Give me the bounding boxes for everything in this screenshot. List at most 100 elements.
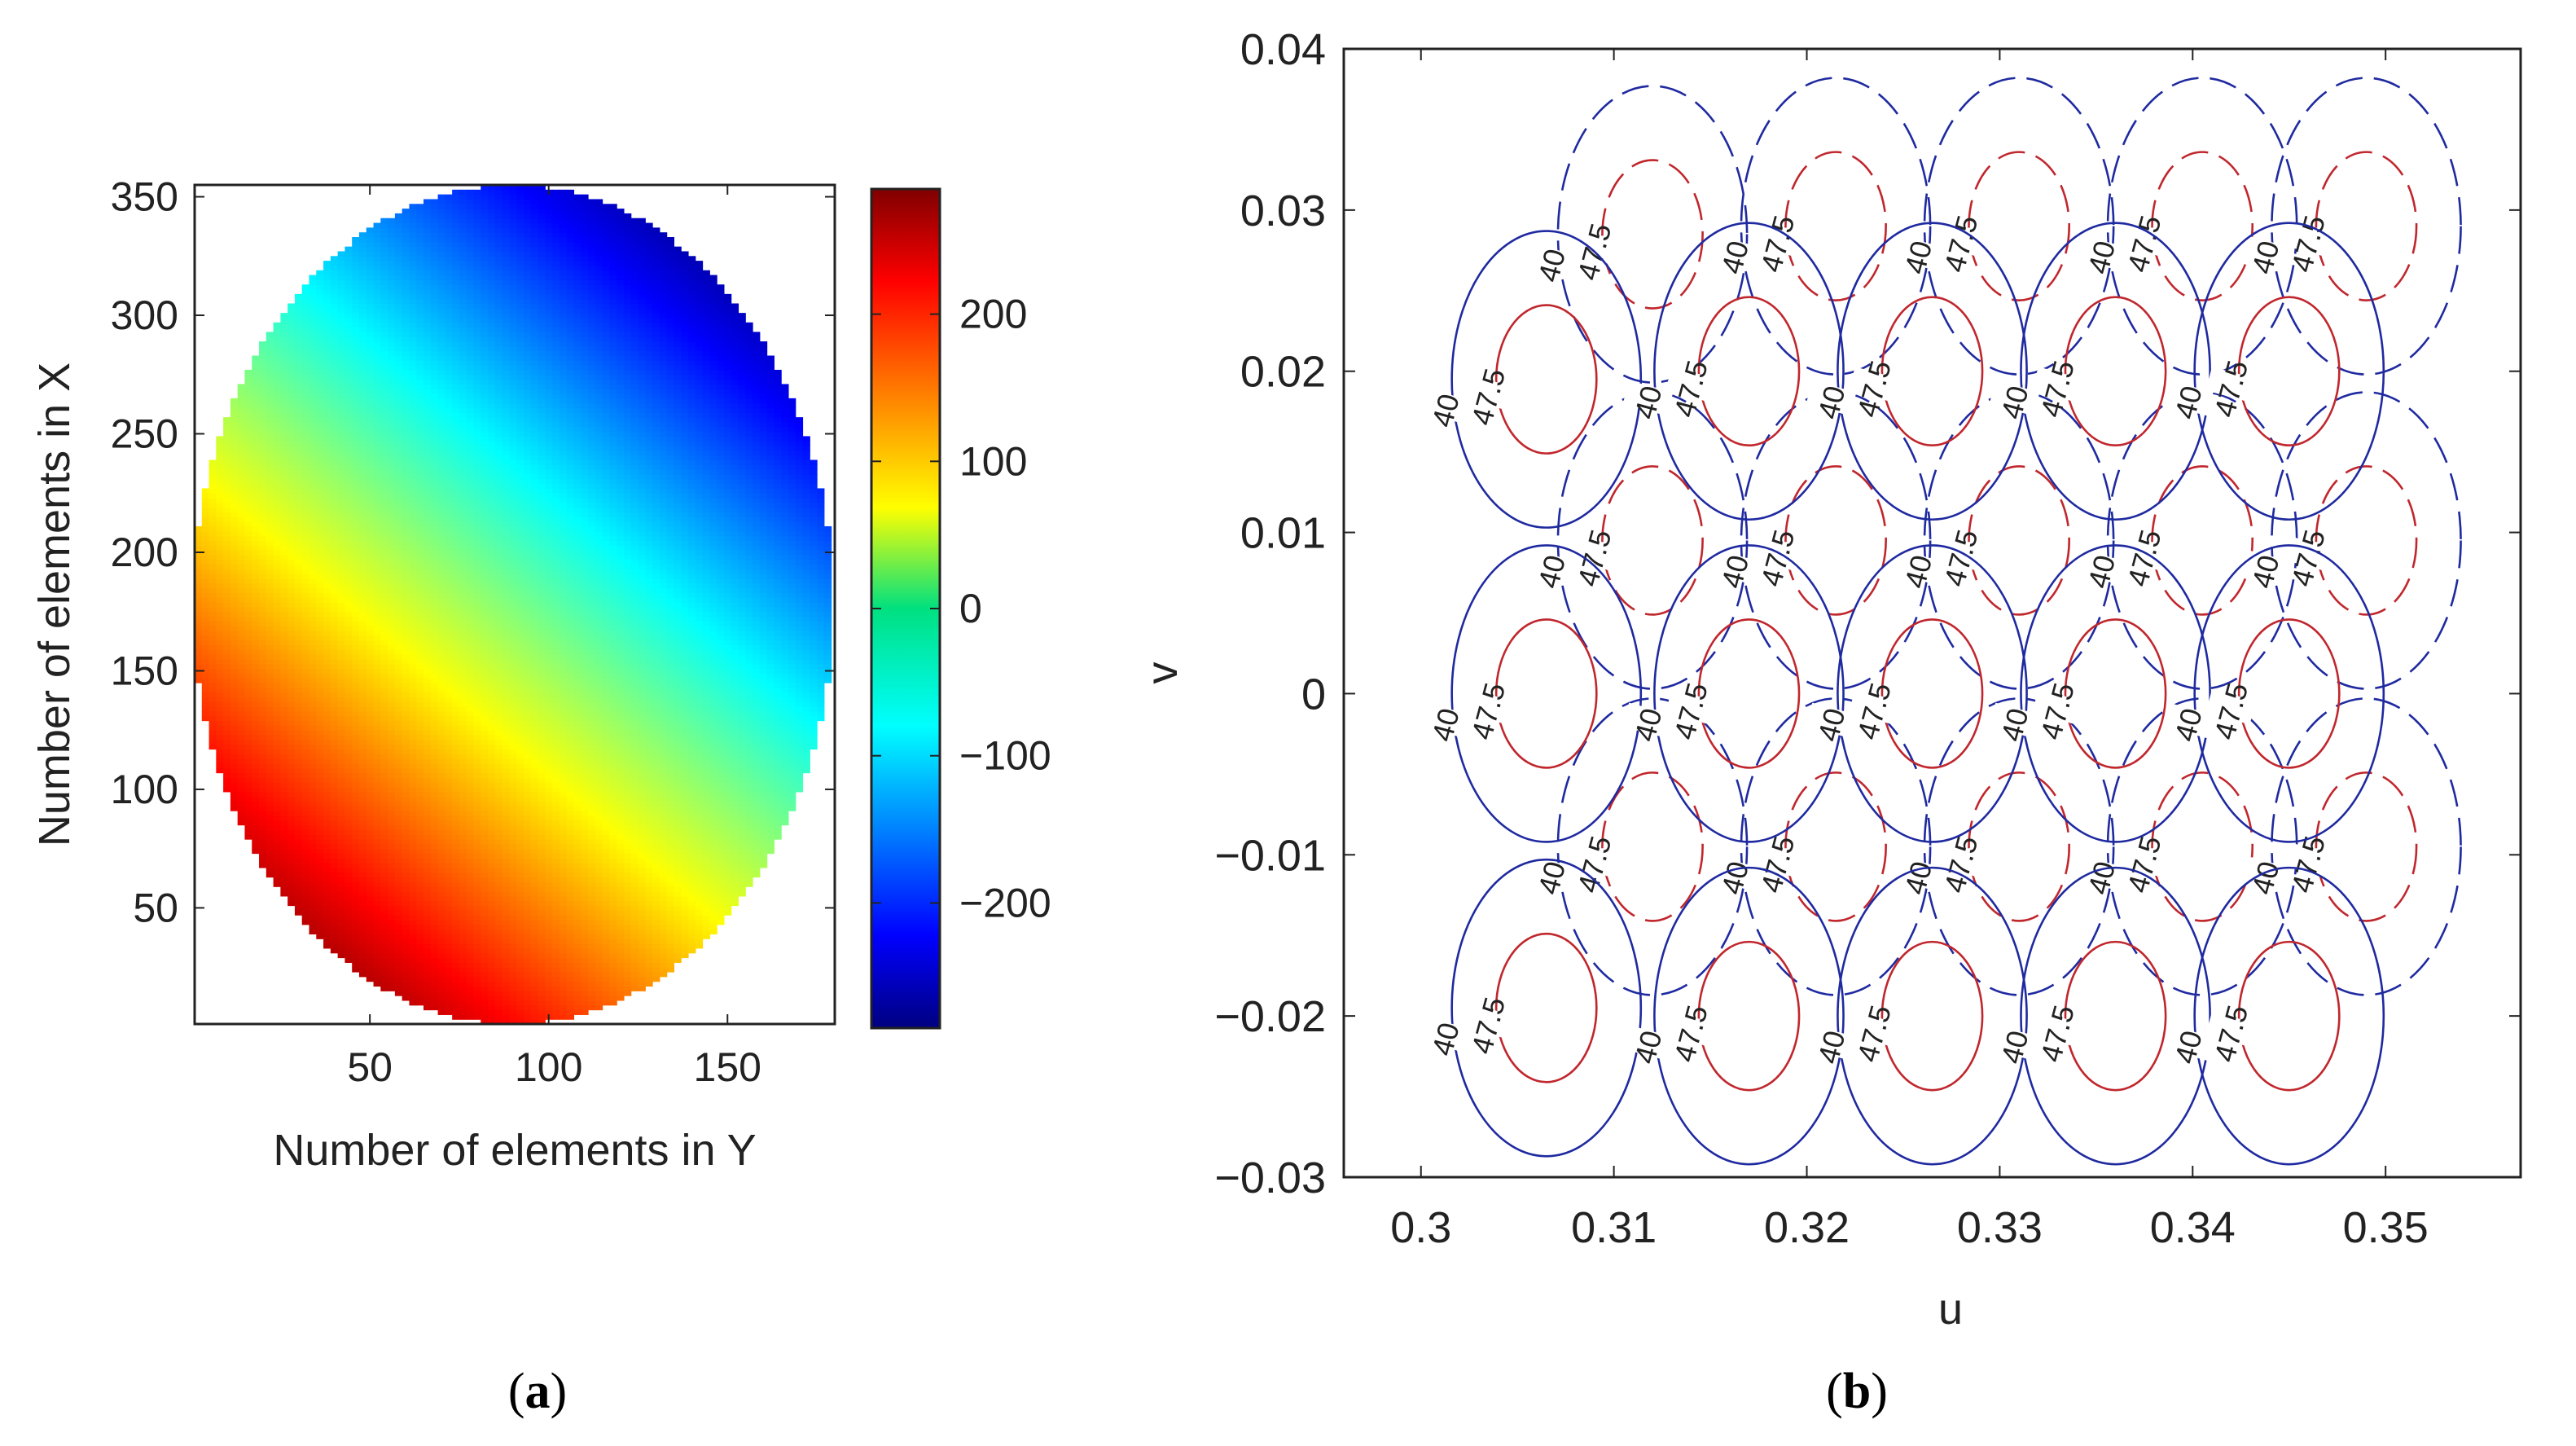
heatmap-cell bbox=[652, 829, 660, 835]
heatmap-cell bbox=[358, 895, 367, 902]
heatmap-cell bbox=[731, 744, 739, 750]
heatmap-cell bbox=[566, 919, 575, 925]
heatmap-cell bbox=[695, 900, 704, 907]
heatmap-cell bbox=[394, 692, 403, 698]
heatmap-cell bbox=[645, 938, 653, 944]
heatmap-cell bbox=[523, 720, 532, 726]
heatmap-cell bbox=[237, 706, 246, 712]
heatmap-cell bbox=[265, 744, 274, 750]
heatmap-cell bbox=[516, 1014, 524, 1020]
heatmap-cell bbox=[766, 710, 775, 717]
heatmap-cell bbox=[666, 758, 675, 764]
heatmap-cell bbox=[473, 697, 481, 702]
heatmap-cell bbox=[358, 763, 367, 769]
heatmap-cell bbox=[717, 749, 725, 754]
heatmap-cell bbox=[595, 853, 603, 859]
heatmap-cell bbox=[738, 863, 746, 868]
heatmap-cell bbox=[445, 715, 453, 722]
heatmap-cell bbox=[630, 839, 639, 845]
heatmap-cell bbox=[745, 815, 753, 821]
heatmap-cell bbox=[259, 853, 267, 859]
heatmap-cell bbox=[602, 934, 610, 939]
heatmap-cell bbox=[394, 829, 403, 835]
heatmap-cell bbox=[402, 881, 410, 887]
heatmap-cell bbox=[237, 710, 246, 717]
heatmap-cell bbox=[681, 692, 689, 698]
heatmap-cell bbox=[630, 877, 639, 883]
heatmap-cell bbox=[659, 820, 668, 826]
heatmap-cell bbox=[459, 725, 467, 731]
heatmap-cell bbox=[388, 924, 396, 930]
heatmap-cell bbox=[609, 947, 617, 954]
heatmap-cell bbox=[287, 801, 296, 807]
heatmap-cell bbox=[674, 834, 682, 840]
heatmap-cell bbox=[344, 811, 353, 816]
heatmap-cell bbox=[373, 843, 381, 850]
heatmap-cell bbox=[666, 678, 675, 683]
heatmap-cell bbox=[323, 915, 331, 921]
heatmap-cell bbox=[244, 735, 252, 741]
heatmap-cell bbox=[674, 720, 682, 726]
heatmap-cell bbox=[445, 981, 453, 987]
heatmap-cell bbox=[523, 848, 532, 855]
heatmap-cell bbox=[309, 678, 317, 683]
heatmap-cell bbox=[330, 801, 339, 807]
heatmap-cell bbox=[617, 938, 625, 944]
heatmap-cell bbox=[573, 981, 581, 987]
heatmap-cell bbox=[230, 710, 239, 717]
heatmap-cell bbox=[502, 881, 511, 887]
heatmap-cell bbox=[766, 725, 775, 731]
heatmap-cell bbox=[323, 867, 331, 873]
heatmap-cell bbox=[573, 867, 581, 873]
heatmap-cell bbox=[795, 758, 804, 764]
heatmap-cell bbox=[595, 843, 603, 850]
heatmap-cell bbox=[388, 754, 396, 759]
heatmap-cell bbox=[416, 839, 424, 845]
heatmap-cell bbox=[473, 863, 481, 868]
heatmap-cell bbox=[230, 725, 239, 731]
heatmap-cell bbox=[723, 886, 732, 892]
heatmap-cell bbox=[645, 924, 653, 930]
heatmap-cell bbox=[466, 701, 475, 707]
heatmap-cell bbox=[795, 683, 804, 688]
heatmap-cell bbox=[423, 820, 432, 826]
heatmap-cell bbox=[208, 706, 217, 712]
heatmap-cell bbox=[488, 715, 496, 722]
heatmap-cell bbox=[595, 881, 603, 887]
heatmap-cell bbox=[687, 735, 696, 741]
heatmap-cell bbox=[259, 715, 267, 722]
heatmap-cell bbox=[509, 791, 517, 798]
heatmap-cell bbox=[681, 820, 689, 826]
heatmap-cell bbox=[738, 763, 746, 769]
heatmap-cell bbox=[244, 772, 252, 779]
heatmap-cell bbox=[687, 730, 696, 736]
heatmap-cell bbox=[380, 749, 388, 754]
heatmap-cell bbox=[766, 843, 775, 850]
heatmap-cell bbox=[309, 763, 317, 769]
heatmap-cell bbox=[516, 853, 524, 859]
heatmap-cell bbox=[630, 952, 639, 959]
heatmap-cell bbox=[280, 796, 288, 802]
heatmap-cell bbox=[766, 811, 775, 816]
heatmap-cell bbox=[416, 815, 424, 821]
heatmap-cell bbox=[416, 787, 424, 793]
heatmap-cell bbox=[516, 971, 524, 978]
heatmap-cell bbox=[402, 919, 410, 925]
heatmap-cell bbox=[709, 715, 718, 722]
heatmap-cell bbox=[430, 739, 439, 745]
heatmap-cell bbox=[252, 692, 260, 698]
heatmap-cell bbox=[766, 772, 775, 779]
heatmap-cell bbox=[452, 943, 460, 949]
heatmap-cell bbox=[509, 806, 517, 811]
heatmap-cell bbox=[588, 787, 596, 793]
heatmap-cell bbox=[309, 915, 317, 921]
heatmap-cell bbox=[552, 976, 560, 982]
heatmap-cell bbox=[753, 872, 761, 878]
heatmap-cell bbox=[545, 891, 553, 897]
heatmap-cell bbox=[301, 877, 310, 883]
heatmap-cell bbox=[617, 715, 625, 722]
heatmap-cell bbox=[394, 924, 403, 930]
heatmap-cell bbox=[237, 820, 246, 826]
heatmap-cell bbox=[223, 683, 231, 688]
heatmap-cell bbox=[545, 881, 553, 887]
